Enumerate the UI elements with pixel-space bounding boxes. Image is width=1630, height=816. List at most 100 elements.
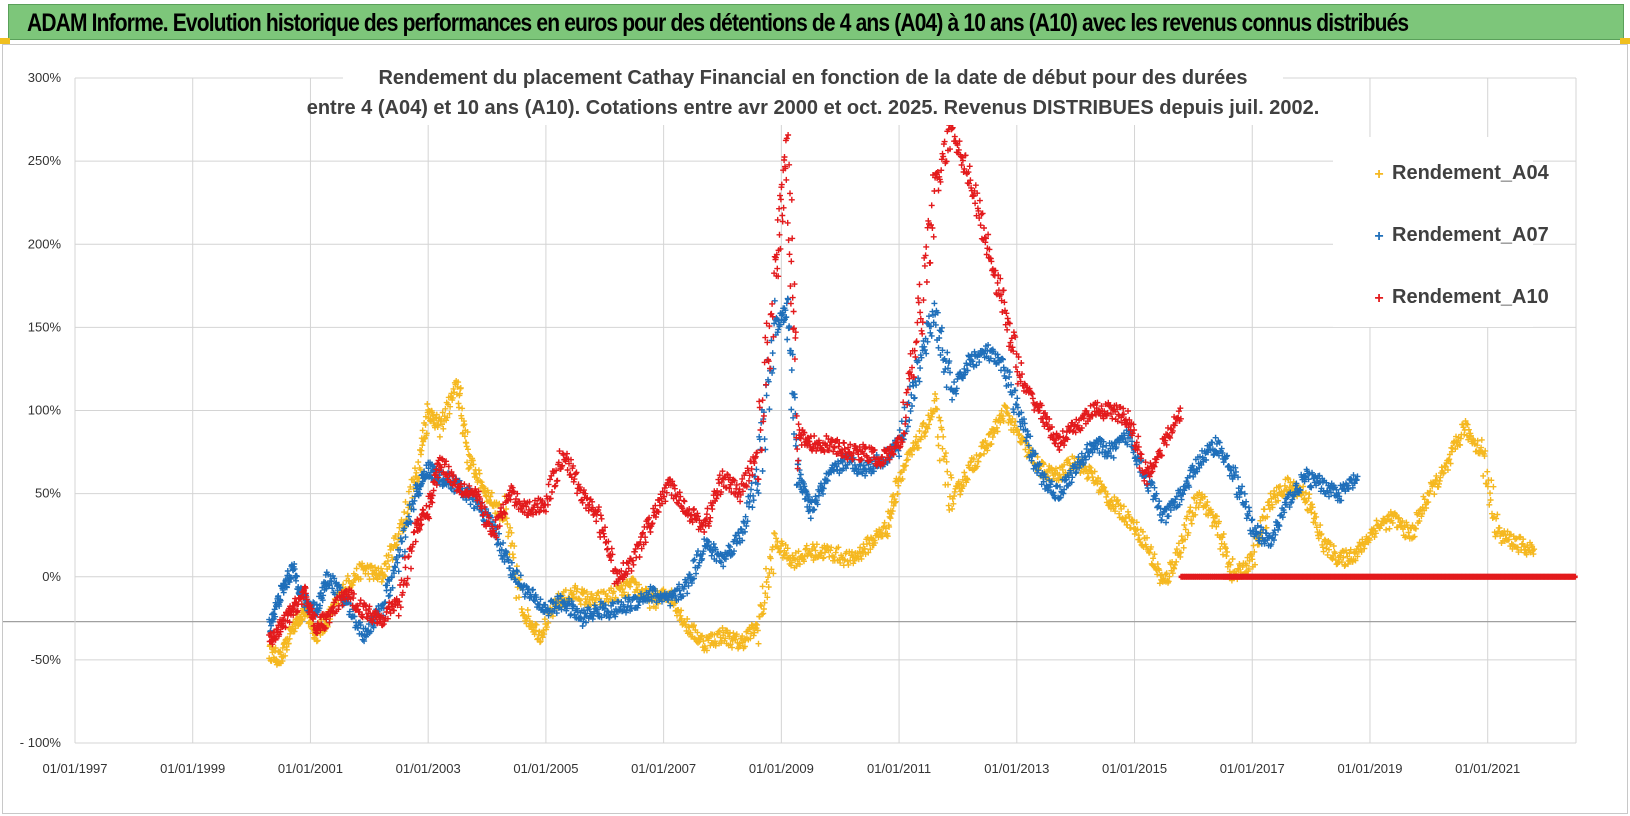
data-point [890, 492, 897, 499]
data-point [1217, 545, 1224, 552]
data-point [1204, 499, 1211, 505]
x-tick-label: 01/01/2001 [278, 761, 343, 776]
data-point [395, 531, 402, 537]
data-point [1275, 497, 1282, 504]
data-point [913, 382, 920, 389]
data-point [331, 591, 338, 598]
data-point [652, 587, 659, 594]
data-point [1166, 573, 1173, 580]
data-point [624, 604, 631, 611]
data-point [1309, 504, 1316, 511]
data-point [686, 571, 693, 578]
data-point [824, 477, 831, 484]
data-point [782, 307, 789, 314]
data-point [410, 506, 417, 513]
data-point [933, 395, 940, 402]
data-point [545, 619, 552, 626]
data-point [440, 425, 447, 432]
data-point [743, 523, 750, 529]
data-point [1000, 364, 1007, 371]
y-tick-label: 150% [28, 319, 62, 334]
data-point [465, 446, 471, 453]
data-point [396, 552, 403, 559]
data-point [785, 296, 792, 303]
data-point [1372, 530, 1379, 537]
data-point [841, 557, 848, 563]
data-point [964, 362, 970, 369]
data-point [795, 457, 802, 464]
data-point [746, 498, 753, 505]
data-point [1185, 529, 1192, 536]
data-point [533, 594, 540, 601]
data-point [915, 375, 922, 382]
data-point [909, 403, 915, 409]
data-point [586, 606, 593, 613]
data-point [748, 486, 754, 493]
data-point [909, 451, 915, 458]
data-point [568, 598, 575, 605]
data-point [911, 394, 918, 401]
data-point [820, 554, 827, 561]
data-point [892, 499, 898, 506]
data-point [299, 617, 306, 624]
data-point [812, 547, 819, 554]
data-point [953, 385, 960, 392]
data-point [691, 506, 697, 512]
data-point [537, 638, 544, 645]
data-point [754, 621, 761, 628]
data-point [932, 321, 939, 328]
data-point [517, 572, 524, 579]
data-point [561, 598, 568, 605]
data-point [773, 535, 780, 542]
data-point [779, 212, 786, 219]
y-tick-label: -50% [31, 652, 62, 667]
data-point [1173, 558, 1180, 565]
data-point [1139, 528, 1146, 535]
data-point [667, 602, 674, 609]
data-point [985, 342, 992, 348]
y-tick-label: 50% [35, 486, 61, 501]
data-point [1488, 477, 1495, 484]
data-point [508, 559, 515, 566]
data-point [964, 476, 971, 483]
data-point [516, 594, 522, 601]
data-point [386, 563, 393, 570]
data-point [1203, 502, 1210, 509]
data-point [896, 453, 903, 460]
data-point [1091, 468, 1098, 475]
data-point [329, 585, 336, 592]
data-point [1494, 511, 1501, 518]
data-point [401, 509, 408, 516]
data-point [407, 483, 414, 490]
data-point [1313, 513, 1320, 520]
data-point [384, 558, 391, 565]
data-point [760, 606, 767, 612]
data-point [787, 300, 794, 307]
data-point [928, 323, 934, 330]
data-point [845, 561, 852, 568]
data-point [989, 434, 996, 441]
data-point [761, 599, 768, 606]
data-point [553, 610, 560, 617]
data-point [1352, 557, 1359, 564]
data-point [463, 443, 470, 450]
data-point [849, 549, 855, 555]
data-point [1095, 475, 1102, 481]
data-point [946, 358, 953, 365]
data-point [936, 335, 943, 341]
data-point [1504, 528, 1511, 535]
data-point [988, 441, 995, 447]
data-point [532, 598, 538, 604]
data-point [788, 367, 795, 374]
x-tick-label: 01/01/1997 [42, 761, 107, 776]
data-point [761, 436, 768, 443]
data-point [1344, 553, 1351, 560]
data-point [1245, 566, 1252, 572]
data-point [830, 468, 837, 475]
data-point [1371, 534, 1378, 540]
data-point [934, 406, 941, 413]
data-point [444, 414, 451, 421]
data-point [323, 585, 330, 592]
data-point [455, 379, 462, 386]
data-point [1186, 509, 1193, 515]
